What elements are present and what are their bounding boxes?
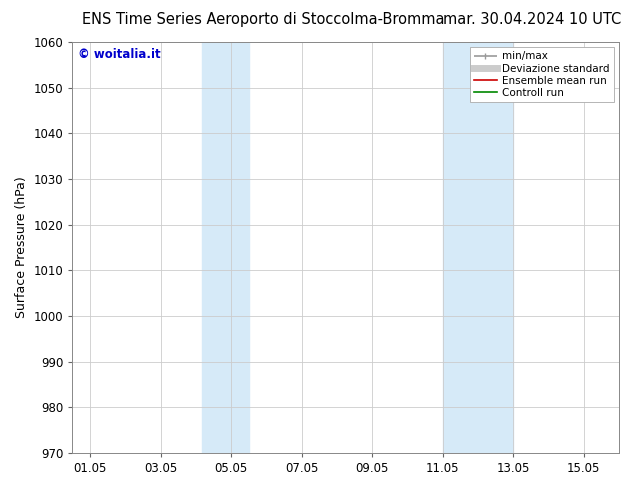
Bar xyxy=(443,42,513,453)
Bar xyxy=(202,42,249,453)
Text: ENS Time Series Aeroporto di Stoccolma-Bromma: ENS Time Series Aeroporto di Stoccolma-B… xyxy=(82,12,445,27)
Text: © woitalia.it: © woitalia.it xyxy=(78,48,160,61)
Y-axis label: Surface Pressure (hPa): Surface Pressure (hPa) xyxy=(15,176,28,318)
Text: mar. 30.04.2024 10 UTC: mar. 30.04.2024 10 UTC xyxy=(443,12,621,27)
Legend: min/max, Deviazione standard, Ensemble mean run, Controll run: min/max, Deviazione standard, Ensemble m… xyxy=(470,47,614,102)
